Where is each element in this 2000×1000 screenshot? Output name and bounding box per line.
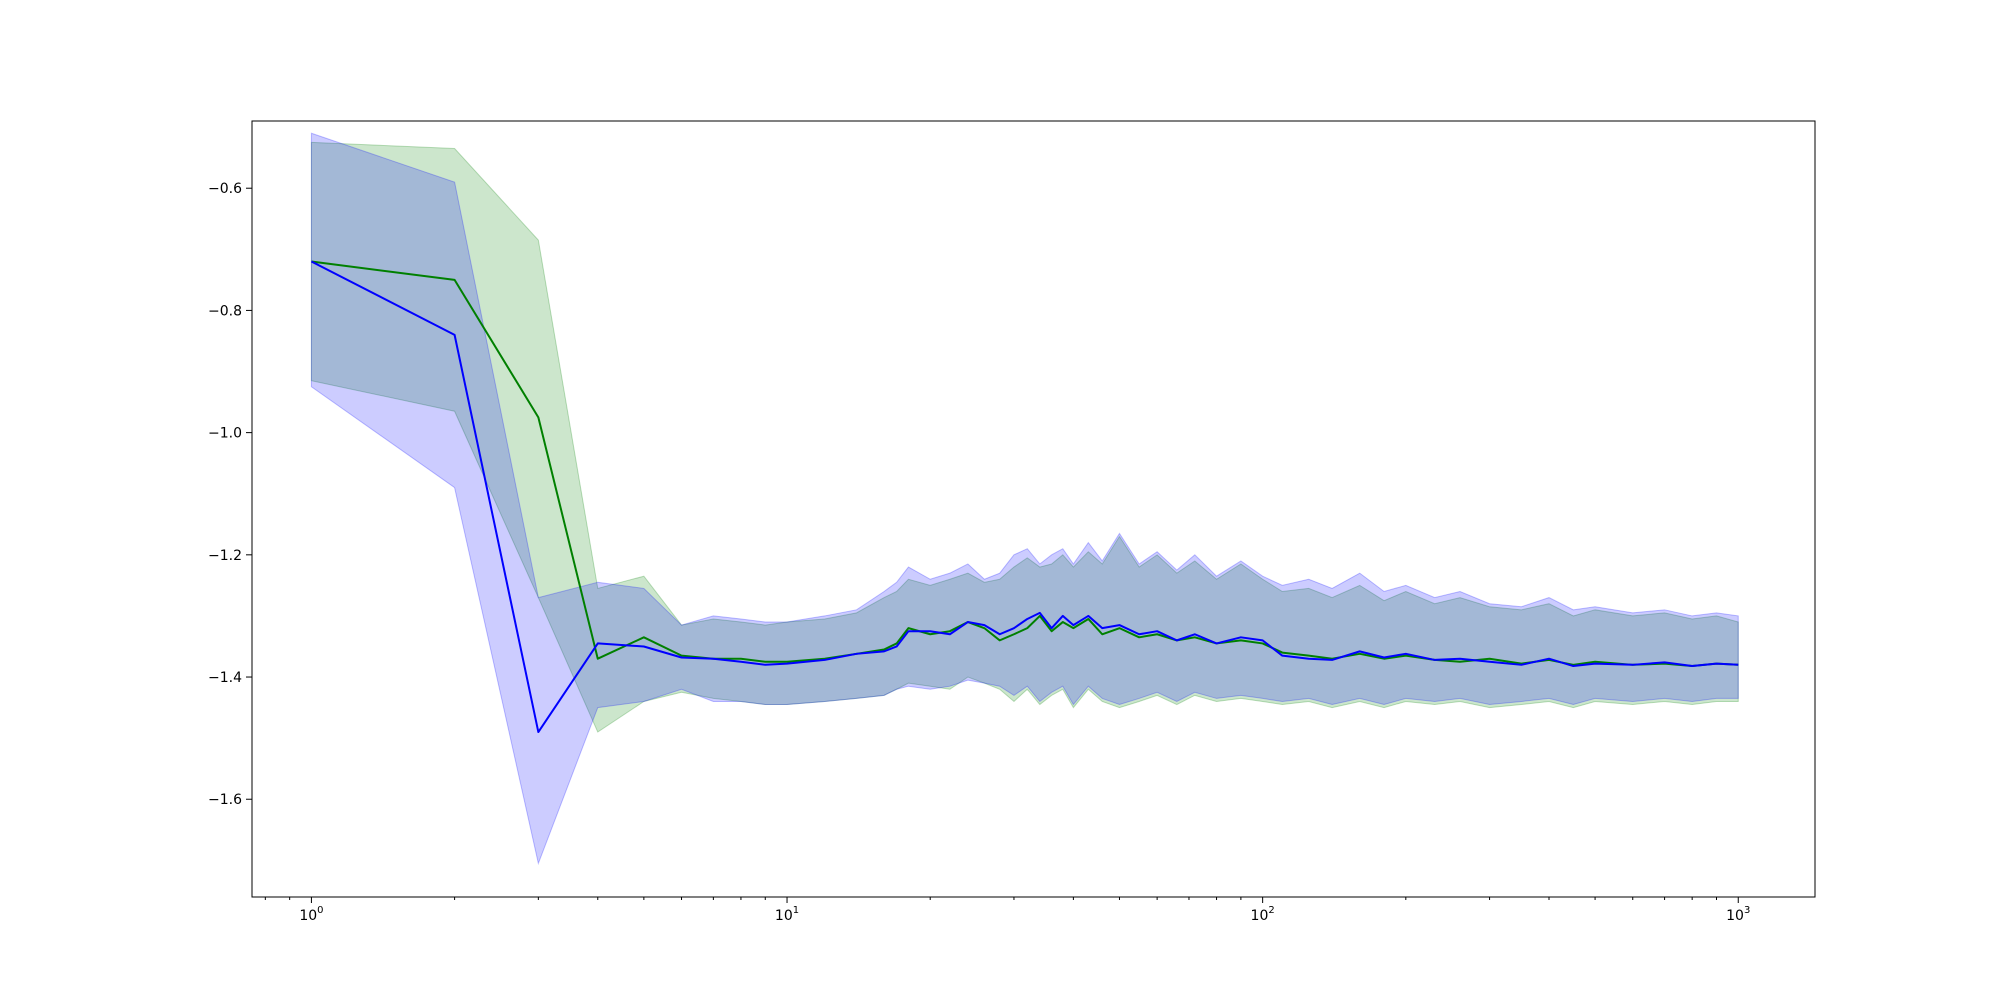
series-0-line	[311, 260, 1739, 668]
x-tick-label: 101	[775, 905, 799, 924]
x-tick-exponent: 2	[1268, 905, 1274, 916]
y-tick-label: −0.8	[208, 303, 242, 319]
x-tick-label: 100	[299, 905, 323, 924]
x-tick-base: 10	[1726, 908, 1744, 924]
axes-frame	[251, 120, 1816, 898]
series-0-confidence-band	[310, 141, 1739, 733]
x-tick-label: 102	[1251, 905, 1275, 924]
y-tick-label: −1.0	[208, 426, 242, 442]
x-tick-exponent: 1	[793, 905, 799, 916]
y-axis: −0.6 −0.8 −1.0 −1.2 −1.4 −1.6	[208, 181, 252, 808]
x-tick-base: 10	[1251, 908, 1269, 924]
x-tick-exponent: 0	[317, 905, 323, 916]
x-tick-base: 10	[775, 908, 793, 924]
x-axis: 100 101 102 103	[264, 897, 1750, 924]
y-tick-label: −1.4	[208, 670, 242, 686]
x-tick-base: 10	[299, 908, 317, 924]
x-tick-label: 103	[1726, 905, 1750, 924]
series-1-line	[310, 260, 1739, 734]
plot-area	[310, 132, 1739, 866]
x-tick-exponent: 3	[1744, 905, 1750, 916]
y-tick-label: −0.6	[208, 181, 242, 197]
y-tick-label: −1.6	[208, 792, 242, 808]
y-tick-label: −1.2	[208, 548, 242, 564]
series-1-confidence-band	[310, 132, 1739, 866]
